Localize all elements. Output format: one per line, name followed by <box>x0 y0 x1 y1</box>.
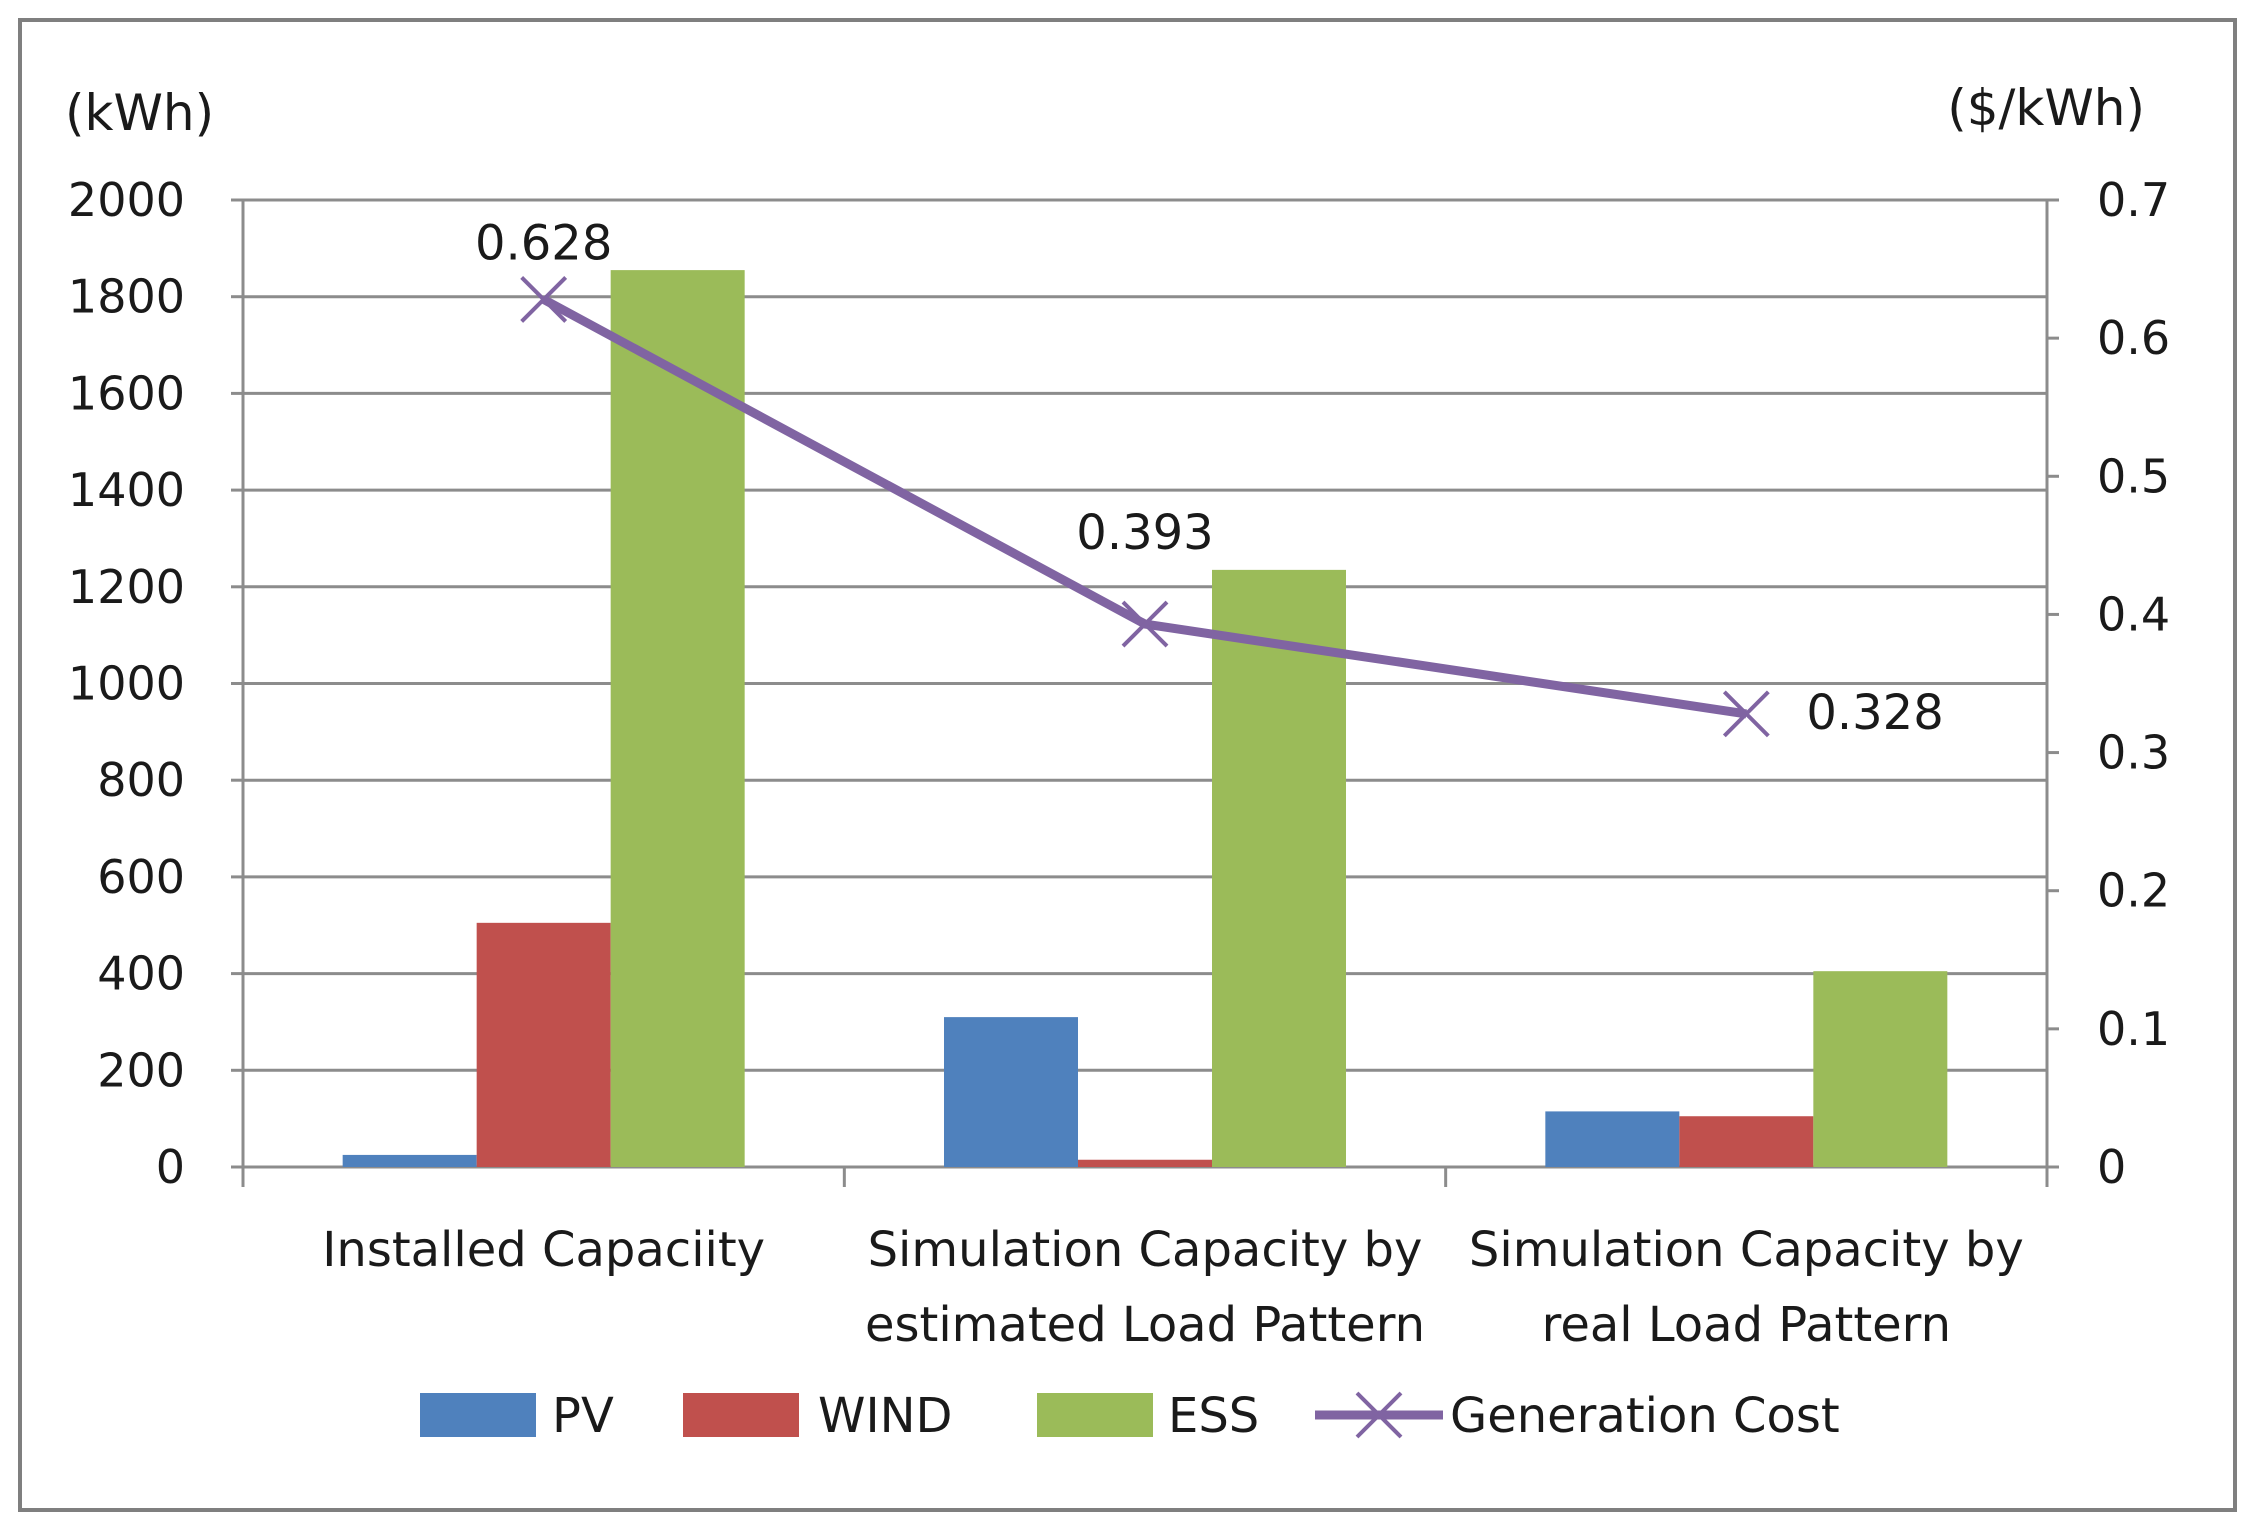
legend-swatch <box>420 1393 536 1437</box>
marker-stroke <box>1722 690 1770 738</box>
bar-pv <box>342 1154 477 1167</box>
marker-stroke <box>520 276 568 323</box>
bar-ess <box>610 270 745 1167</box>
y-left-tick-label: 600 <box>97 850 185 904</box>
legend-label: ESS <box>1168 1388 1259 1444</box>
bar-pv <box>944 1017 1078 1167</box>
y-left-tick-label: 1600 <box>68 366 185 420</box>
legend-label: WIND <box>818 1388 952 1444</box>
labels: Installed Capaciity Simulation Capacity b… <box>322 215 2024 1353</box>
y-left-tick-label: 1000 <box>68 657 185 711</box>
legend-label: Generation Cost <box>1450 1388 1840 1444</box>
y-left-tick-label: 1400 <box>68 463 185 517</box>
x-category-label: Simulation Capacity by <box>1469 1222 2024 1278</box>
y-right-tick-label: 0.4 <box>2097 587 2170 641</box>
legend-item-pv: PV <box>420 1388 614 1444</box>
y-right-tick-label: 0.7 <box>2097 173 2170 227</box>
generation-cost-marker <box>520 276 568 323</box>
legend-item-generation-cost: Generation Cost <box>1315 1388 1840 1444</box>
marker-stroke <box>1121 600 1169 648</box>
legend-item-ess: ESS <box>1037 1388 1259 1444</box>
x-category-label: real Load Pattern <box>1542 1297 1951 1353</box>
bar-ess <box>1212 569 1346 1167</box>
y-left-tick-label: 1800 <box>68 270 185 324</box>
data-label: 0.328 <box>1806 685 1943 741</box>
bar-pv <box>1545 1111 1680 1167</box>
legend-swatch <box>683 1393 799 1437</box>
legend-marker <box>1355 1391 1403 1439</box>
legend: PV WIND ESS Generation Cost <box>420 1388 1840 1444</box>
y-left-tick-label: 0 <box>156 1140 185 1194</box>
bar-wind <box>476 922 611 1167</box>
data-label: 0.628 <box>475 215 612 271</box>
y-left-tick-label: 400 <box>97 947 185 1001</box>
legend-label: PV <box>552 1388 614 1444</box>
y-right-tick-label: 0.1 <box>2097 1002 2170 1056</box>
bars <box>342 270 1948 1167</box>
generation-cost-marker <box>1121 600 1169 648</box>
y-right-unit: ($/kWh) <box>1947 79 2145 137</box>
data-label: 0.393 <box>1076 505 1213 561</box>
bar-wind <box>1078 1159 1212 1167</box>
x-category-label: Installed Capaciity <box>322 1222 765 1278</box>
x-category-label: Simulation Capacity by <box>868 1222 1423 1278</box>
chart-border <box>18 18 2237 1512</box>
y-left-unit: (kWh) <box>65 84 214 142</box>
bar-wind <box>1679 1116 1814 1167</box>
y-right-tick-label: 0.6 <box>2097 311 2170 365</box>
y-left-tick-label: 800 <box>97 753 185 807</box>
legend-swatch <box>1037 1393 1153 1437</box>
y-right-tick-label: 0.2 <box>2097 864 2170 918</box>
bar-ess <box>1813 971 1948 1167</box>
y-right-tick-label: 0.3 <box>2097 726 2170 780</box>
y-right-tick-label: 0.5 <box>2097 449 2170 503</box>
generation-cost-marker <box>1722 690 1770 738</box>
x-category-label: estimated Load Pattern <box>865 1297 1425 1353</box>
cost-line <box>520 276 1770 738</box>
legend-item-wind: WIND <box>683 1388 952 1444</box>
y-left-tick-label: 2000 <box>68 173 185 227</box>
y-right-tick-label: 0 <box>2097 1140 2126 1194</box>
y-left-tick-label: 200 <box>97 1043 185 1097</box>
y-left-tick-label: 1200 <box>68 560 185 614</box>
